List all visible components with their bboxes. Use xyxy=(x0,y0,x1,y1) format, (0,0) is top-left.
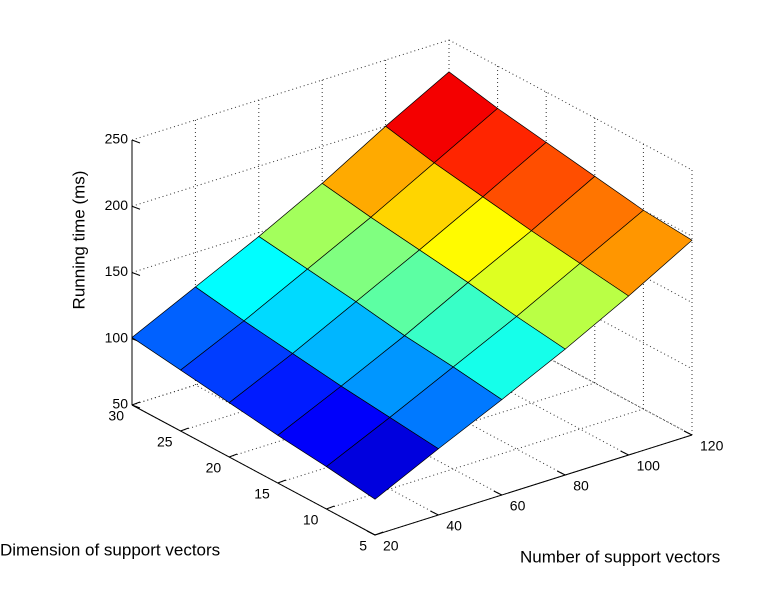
z-axis-label: Running time (ms) xyxy=(69,171,88,310)
grid-line xyxy=(131,39,450,141)
tick-mark xyxy=(131,139,141,144)
y-axis-label: Dimension of support vectors xyxy=(0,540,220,559)
x-tick-label: 40 xyxy=(446,518,462,534)
axis-line xyxy=(131,404,376,536)
x-tick-label: 120 xyxy=(700,438,724,454)
y-tick-label: 10 xyxy=(303,512,319,528)
z-tick-label: 100 xyxy=(105,329,129,345)
z-tick-label: 200 xyxy=(105,197,129,213)
y-tick-label: 25 xyxy=(157,434,173,450)
tick-mark xyxy=(131,205,141,210)
z-tick-label: 150 xyxy=(105,263,129,279)
x-tick-label: 100 xyxy=(637,458,661,474)
x-tick-label: 60 xyxy=(510,498,526,514)
grid-line xyxy=(326,408,644,510)
x-tick-label: 80 xyxy=(573,478,589,494)
grid-line xyxy=(277,382,595,484)
tick-mark xyxy=(366,530,376,536)
x-axis-label: Number of support vectors xyxy=(520,547,720,566)
tick-mark xyxy=(229,453,238,458)
tick-mark xyxy=(620,450,629,456)
tick-mark xyxy=(277,479,286,484)
tick-mark xyxy=(131,401,141,406)
tick-mark xyxy=(556,470,566,476)
tick-mark xyxy=(374,531,384,536)
x-tick-label: 20 xyxy=(383,538,399,554)
y-tick-label: 15 xyxy=(254,486,270,502)
tick-mark xyxy=(180,427,189,432)
tick-mark xyxy=(326,505,335,510)
z-tick-label: 250 xyxy=(105,131,129,147)
y-tick-label: 5 xyxy=(359,538,367,554)
axis-line xyxy=(374,434,693,536)
y-tick-label: 30 xyxy=(108,408,124,424)
tick-mark xyxy=(131,404,141,409)
tick-mark xyxy=(683,430,693,436)
tick-mark xyxy=(131,272,141,276)
z-tick-label: 50 xyxy=(112,396,128,412)
y-tick-label: 20 xyxy=(206,460,222,476)
surface-patch xyxy=(325,417,439,500)
tick-mark xyxy=(493,490,503,496)
tick-mark xyxy=(430,510,439,516)
